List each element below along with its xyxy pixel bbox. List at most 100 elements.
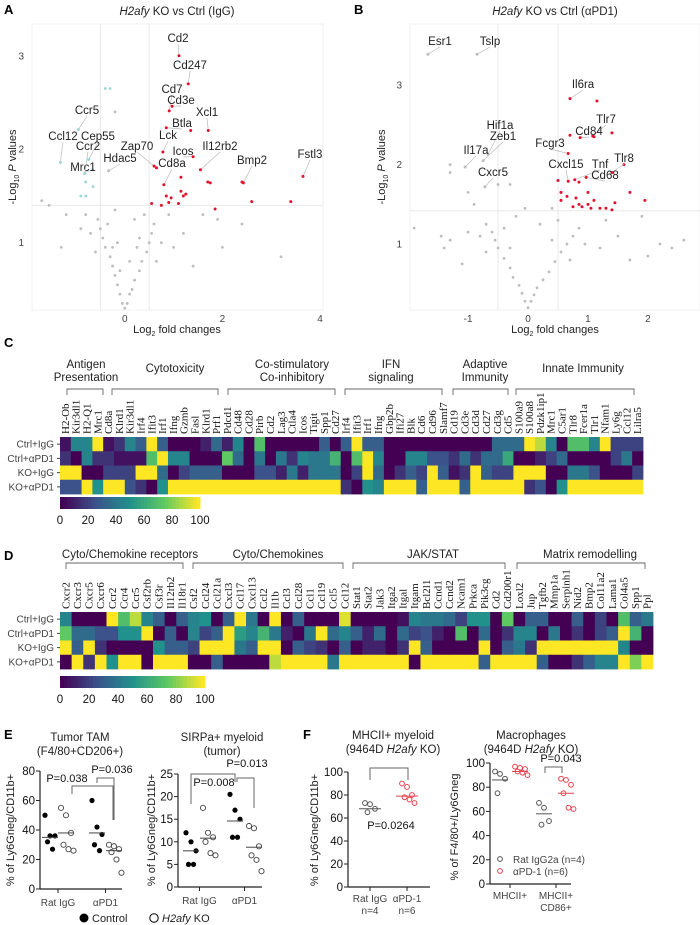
heatmap-cell (362, 465, 374, 481)
control-point (185, 861, 192, 868)
ns-point (682, 238, 686, 242)
ns-point (460, 262, 464, 266)
heatmap-cell (567, 451, 579, 466)
ns-point (658, 242, 662, 246)
heatmap-cell (257, 654, 270, 670)
heatmap-cell (502, 479, 514, 495)
heatmap-cell (269, 640, 282, 656)
ns-point (628, 258, 632, 262)
heatmap-cell (297, 437, 309, 452)
x-category-label: n=6 (399, 906, 416, 917)
heatmap-cell (618, 612, 631, 627)
apd1-point (568, 781, 574, 788)
ns-point (152, 222, 156, 226)
heatmap-cell (124, 437, 136, 452)
ns-point (159, 241, 163, 245)
heatmap-cell (187, 640, 200, 656)
up-point (556, 179, 560, 183)
heatmap-cell (501, 626, 514, 641)
ns-point (128, 292, 132, 296)
gene-column-label: Ccnd2 (444, 580, 456, 609)
heatmap-cell (478, 612, 491, 627)
heatmap-cell (513, 626, 526, 641)
heatmap-cell (257, 626, 270, 641)
heatmap-cell (157, 479, 169, 495)
up-point (176, 201, 180, 205)
heatmap-cell (275, 465, 288, 481)
ns-point (221, 245, 224, 249)
colorbar-tick-label: 40 (110, 515, 123, 527)
y-tick-label: 10 (160, 837, 173, 849)
heatmap-cell (490, 654, 503, 670)
labeled-point-cd247 (186, 82, 190, 86)
heatmap-cell (459, 437, 471, 452)
ns-point (128, 259, 132, 263)
heatmap-cell (589, 465, 601, 481)
colorbar-segment (126, 497, 131, 509)
heatmap-cell (606, 654, 619, 670)
gene-column-label: Tigit (308, 413, 320, 434)
gene-column-label: Fcer1a (578, 404, 590, 434)
heatmap-cell (246, 626, 259, 641)
labeled-point-cd8a (162, 183, 166, 187)
up-point (289, 200, 293, 204)
x-tick-label: 0 (122, 314, 128, 325)
heatmap-cell (420, 612, 433, 627)
heatmap-cell (351, 465, 363, 481)
label-leader-line (177, 43, 180, 56)
gene-label-esr1: Esr1 (428, 36, 452, 48)
heatmap-cell (254, 451, 266, 466)
colorbar-segment (151, 497, 155, 509)
heatmap-cell (275, 437, 288, 452)
gene-label-zap70: Zap70 (121, 141, 154, 153)
ko-point (60, 841, 67, 848)
heatmap-cell (427, 451, 439, 466)
heatmap-cell (60, 626, 73, 641)
y-tick-label: 15 (160, 814, 173, 826)
up-point (574, 196, 578, 200)
up-point (577, 202, 581, 206)
heatmap-cell (416, 451, 428, 466)
heatmap-cell (265, 479, 277, 495)
label-leader-line (565, 169, 569, 182)
ns-point (508, 183, 512, 186)
heatmap-cell (535, 465, 547, 481)
heatmap-cell (81, 479, 93, 495)
ns-point (466, 230, 470, 234)
ns-point (135, 245, 139, 249)
heatmap-cell (327, 626, 340, 641)
colorbar-segment (201, 676, 206, 688)
ns-point (40, 199, 44, 203)
gene-column-label: Col4a5 (618, 577, 630, 609)
gene-label-zeb1: Zeb1 (490, 131, 516, 143)
ns-point (448, 238, 452, 242)
group-bracket (516, 562, 646, 569)
gene-column-label: Lag3 (276, 411, 288, 434)
up-point (167, 201, 171, 205)
x-tick-label: 2 (220, 314, 226, 325)
heatmap-cell (319, 465, 331, 481)
heatmap-cell (448, 451, 460, 466)
heatmap-cell (189, 465, 201, 481)
heatmap-cell (200, 451, 212, 466)
heatmap-cell (164, 612, 177, 627)
heatmap-cell (304, 640, 317, 656)
group-bracket (352, 562, 506, 569)
heatmap-cell (308, 437, 320, 452)
ns-point (565, 242, 569, 246)
heatmap-cell (610, 437, 622, 452)
x-category-label: CD86+ (540, 903, 572, 914)
gene-column-label: Nfam1 (600, 403, 612, 434)
ns-point (113, 274, 117, 277)
heatmap-cell (599, 451, 612, 466)
gene-column-label: Cxcr2 (60, 582, 72, 609)
ko-point (258, 868, 265, 875)
ns-point (520, 291, 524, 295)
gene-label-cep55: Cep55 (81, 131, 115, 143)
ns-point (216, 217, 219, 221)
ns-point (172, 245, 175, 249)
gene-column-label: S100a9 (513, 401, 525, 435)
heatmap-cell (315, 612, 328, 627)
heatmap-cell (455, 626, 468, 641)
